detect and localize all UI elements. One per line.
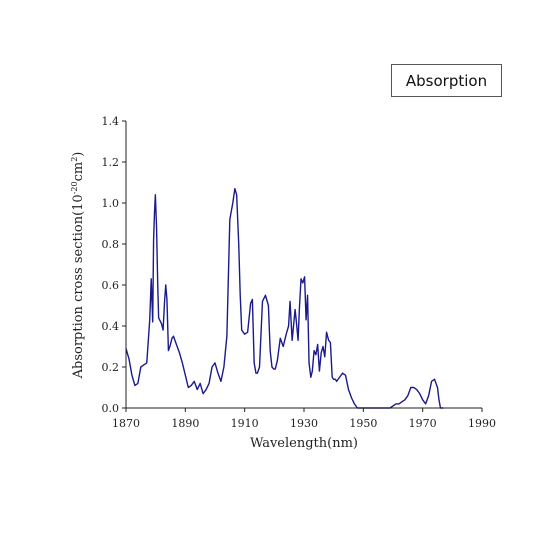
x-axis-title: Wavelength(nm): [250, 436, 358, 451]
y-tick-label: 0.4: [102, 320, 120, 333]
legend: Absorption: [391, 64, 502, 97]
y-tick-label: 1.2: [102, 156, 120, 169]
x-tick-label: 1990: [468, 417, 496, 430]
x-tick-label: 1890: [171, 417, 199, 430]
y-tick-label: 1.0: [102, 197, 120, 210]
x-tick-label: 1870: [112, 417, 140, 430]
y-tick-label: 0.0: [102, 402, 120, 415]
y-tick-label: 0.6: [102, 279, 120, 292]
y-tick-label: 1.4: [102, 115, 120, 128]
x-tick-label: 1970: [409, 417, 437, 430]
y-tick-label: 0.8: [102, 238, 120, 251]
x-tick-label: 1910: [231, 417, 259, 430]
y-axis-title: Absorption cross section(10-20cm2): [70, 152, 86, 380]
y-tick-label: 0.2: [102, 361, 120, 374]
absorption-series-line: [125, 187, 444, 409]
x-tick-label: 1930: [290, 417, 318, 430]
x-tick-label: 1950: [349, 417, 377, 430]
legend-label: Absorption: [405, 71, 488, 90]
